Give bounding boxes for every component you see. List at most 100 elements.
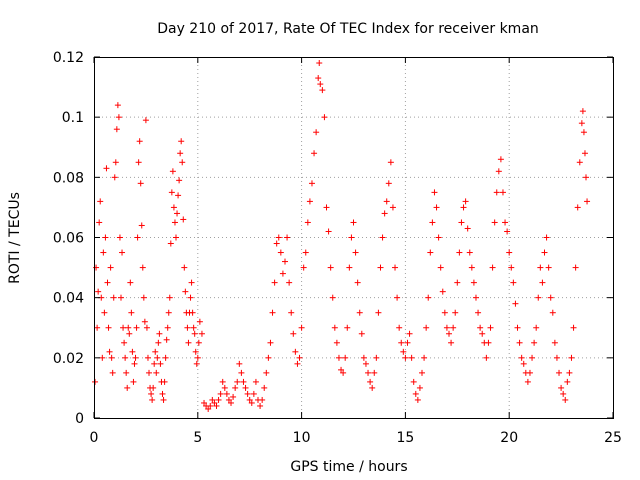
data-point xyxy=(506,249,513,256)
data-point xyxy=(302,249,309,256)
data-point xyxy=(514,324,521,331)
data-point xyxy=(100,249,107,256)
data-point xyxy=(150,384,157,391)
data-point xyxy=(196,318,203,325)
data-point xyxy=(195,339,202,346)
data-point xyxy=(168,189,175,196)
data-point xyxy=(452,309,459,316)
data-point xyxy=(136,138,143,145)
data-point xyxy=(358,330,365,337)
data-point xyxy=(516,339,523,346)
data-point xyxy=(354,279,361,286)
chart-title: Day 210 of 2017, Rate Of TEC Index for r… xyxy=(157,21,539,37)
x-tick-label: 5 xyxy=(193,430,202,446)
y-tick-label: 0.12 xyxy=(53,50,84,66)
y-axis-label: ROTI / TECUs xyxy=(7,192,23,284)
data-point xyxy=(149,396,156,403)
data-point xyxy=(425,294,432,301)
data-point xyxy=(277,249,284,256)
data-point xyxy=(95,288,102,295)
data-point xyxy=(462,198,469,205)
data-point xyxy=(300,264,307,271)
data-point xyxy=(179,159,186,166)
data-point xyxy=(135,159,142,166)
data-point xyxy=(96,219,103,226)
data-point xyxy=(134,234,141,241)
data-point xyxy=(242,384,249,391)
data-point xyxy=(333,339,340,346)
data-point xyxy=(248,399,255,406)
data-point xyxy=(394,294,401,301)
data-point xyxy=(580,129,587,136)
data-point xyxy=(537,264,544,271)
data-point xyxy=(163,336,170,343)
data-point xyxy=(142,117,149,124)
data-point xyxy=(365,369,372,376)
data-point xyxy=(261,384,268,391)
data-point xyxy=(369,384,376,391)
data-point xyxy=(375,309,382,316)
data-point xyxy=(228,399,235,406)
data-point xyxy=(445,330,452,337)
data-point xyxy=(156,330,163,337)
data-point xyxy=(110,294,117,301)
data-point xyxy=(464,225,471,232)
data-point xyxy=(159,390,166,397)
data-point xyxy=(252,378,259,385)
data-point xyxy=(566,369,573,376)
data-point xyxy=(225,396,232,403)
data-point xyxy=(360,354,367,361)
data-point xyxy=(491,219,498,226)
data-point xyxy=(213,402,220,409)
data-point xyxy=(144,354,151,361)
data-point xyxy=(443,324,450,331)
data-point xyxy=(182,288,189,295)
data-point xyxy=(271,279,278,286)
data-point xyxy=(377,264,384,271)
data-point xyxy=(493,189,500,196)
data-point xyxy=(524,378,531,385)
data-point xyxy=(219,378,226,385)
data-point xyxy=(581,150,588,157)
data-point xyxy=(504,228,511,235)
data-point xyxy=(190,324,197,331)
data-point xyxy=(448,339,455,346)
data-point xyxy=(568,354,575,361)
data-point xyxy=(404,339,411,346)
data-point xyxy=(541,249,548,256)
data-point xyxy=(273,240,280,247)
data-point xyxy=(97,198,104,205)
data-point xyxy=(367,378,374,385)
data-point xyxy=(578,120,585,127)
data-point xyxy=(558,384,565,391)
data-point xyxy=(122,354,129,361)
data-point xyxy=(510,279,517,286)
data-point xyxy=(187,294,194,301)
data-point xyxy=(400,348,407,355)
data-point xyxy=(250,390,257,397)
data-point xyxy=(184,324,191,331)
data-point xyxy=(170,204,177,211)
data-point xyxy=(475,309,482,316)
data-point xyxy=(414,396,421,403)
data-point xyxy=(549,309,556,316)
x-tick-label: 10 xyxy=(293,430,311,446)
data-point xyxy=(143,324,150,331)
data-point xyxy=(402,354,409,361)
data-point xyxy=(311,150,318,157)
data-point xyxy=(119,249,126,256)
x-tick-label: 0 xyxy=(90,430,99,446)
data-point xyxy=(194,354,201,361)
data-point xyxy=(93,264,100,271)
data-point xyxy=(477,324,484,331)
axis-ticks: 0 5 10 15 20 25 0 0.02 0.04 0.06 0.08 0.1 0.12 xyxy=(53,50,622,446)
data-point xyxy=(112,159,119,166)
data-point xyxy=(120,324,127,331)
data-point xyxy=(153,369,160,376)
data-point xyxy=(398,339,405,346)
data-point xyxy=(286,279,293,286)
data-point xyxy=(116,234,123,241)
data-point xyxy=(107,264,114,271)
data-point xyxy=(479,330,486,337)
